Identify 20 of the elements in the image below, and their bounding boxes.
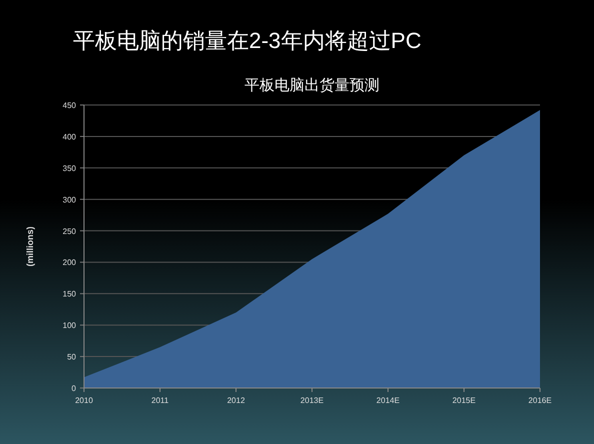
chart-subtitle: 平板电脑出货量预测 [244,77,380,94]
x-tick-label: 2014E [376,396,400,405]
y-tick-label: 250 [62,226,77,236]
y-tick-label: 100 [62,321,77,330]
x-tick-label: 2012 [227,396,246,405]
y-tick-label: 50 [67,352,77,362]
y-tick-label: 300 [62,195,77,204]
x-tick-label: 2011 [151,396,170,405]
y-tick-label: 350 [62,164,77,173]
y-tick-label: 0 [72,384,77,393]
x-tick-label: 2016E [528,396,552,405]
x-tick-label: 2015E [452,396,476,405]
y-tick-label: 400 [62,132,77,142]
chart-title: 平板电脑的销量在2-3年内将超过PC [73,28,422,53]
y-axis-title: (millions) [25,226,35,266]
y-tick-label: 200 [62,258,77,268]
y-tick-label: 450 [62,101,77,110]
x-tick-label: 2013E [300,396,324,405]
x-tick-label: 2010 [75,396,94,405]
y-tick-label: 150 [62,290,77,299]
